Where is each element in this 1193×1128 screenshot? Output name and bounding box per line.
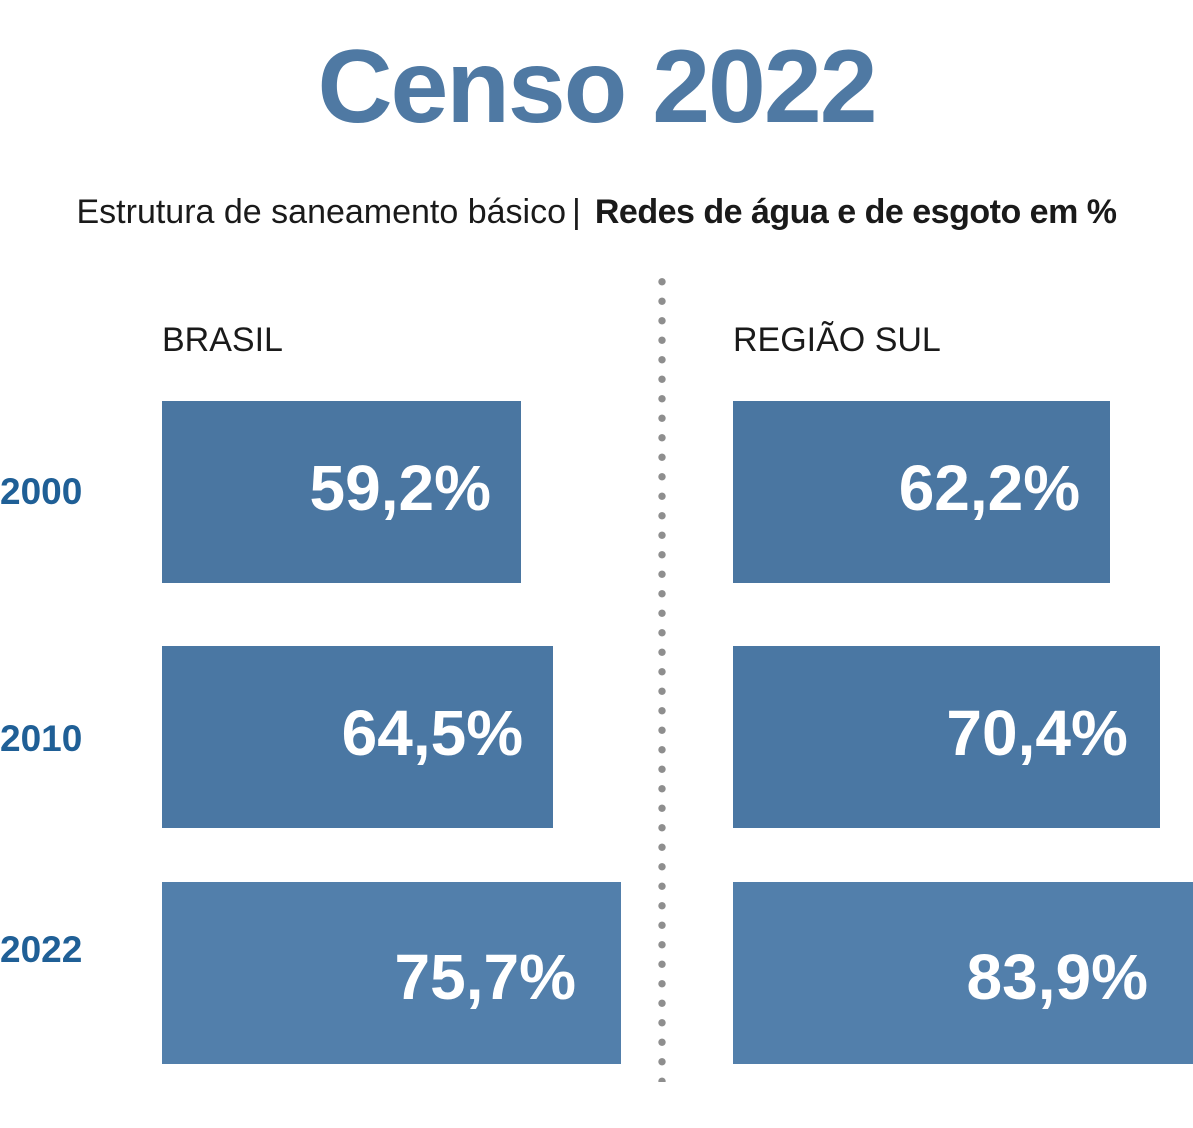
- panel-label-regiao-sul: REGIÃO SUL: [733, 321, 941, 359]
- dotted-divider: [656, 272, 668, 1082]
- year-label-2022: 2022: [0, 929, 83, 970]
- subtitle-bold: Redes de água e de esgoto em %: [594, 193, 1117, 231]
- panel-label-brasil: BRASIL: [162, 321, 283, 359]
- bar-label-regiao-sul-2010: 70,4%: [946, 697, 1128, 769]
- bar-label-brasil-2000: 59,2%: [309, 452, 491, 524]
- chart-subtitle: Estrutura de saneamento básico | Redes de …: [0, 190, 1193, 234]
- bar-label-regiao-sul-2000: 62,2%: [898, 452, 1081, 524]
- bar-regiao-sul-2022: [733, 882, 1193, 1064]
- year-label-2000: 2000: [0, 471, 83, 512]
- year-label-2010: 2010: [0, 718, 83, 759]
- subtitle-separator: |: [572, 193, 581, 231]
- bar-brasil-2000: [162, 401, 521, 583]
- bar-label-brasil-2010: 64,5%: [341, 697, 524, 769]
- bar-regiao-sul-2000: [733, 401, 1111, 583]
- bar-label-brasil-2022: 75,7%: [394, 941, 576, 1013]
- bar-brasil-2022: [162, 882, 621, 1064]
- chart-title: Censo 2022: [317, 29, 877, 145]
- bar-brasil-2010: [162, 646, 554, 828]
- bar-regiao-sul-2010: [733, 646, 1160, 828]
- subtitle-light: Estrutura de saneamento básico: [76, 193, 567, 231]
- bar-label-regiao-sul-2022: 83,9%: [966, 941, 1148, 1013]
